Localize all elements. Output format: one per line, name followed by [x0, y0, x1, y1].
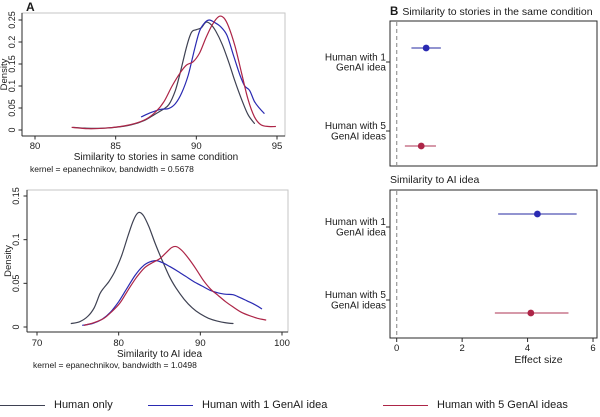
svg-text:0: 0: [7, 127, 17, 132]
svg-text:GenAI idea: GenAI idea: [336, 228, 386, 239]
svg-text:0.25: 0.25: [7, 11, 17, 29]
svg-text:70: 70: [32, 338, 43, 349]
svg-text:kernel = epanechnikov, bandwid: kernel = epanechnikov, bandwidth = 1.049…: [33, 360, 197, 370]
legend-item-one-idea: Human with 1 GenAI idea: [148, 394, 327, 416]
svg-text:Human with 1: Human with 1: [325, 53, 387, 64]
svg-text:6: 6: [590, 343, 595, 354]
legend-item-human-only: Human only: [0, 394, 113, 416]
svg-text:0.1: 0.1: [7, 80, 17, 93]
svg-text:2: 2: [459, 343, 464, 354]
svg-text:80: 80: [113, 338, 124, 349]
five-genai-ideas-line-swatch: [383, 404, 428, 406]
svg-text:90: 90: [191, 141, 202, 152]
svg-text:Density: Density: [0, 58, 10, 90]
svg-text:Effect size: Effect size: [514, 354, 562, 366]
svg-text:0: 0: [394, 343, 399, 354]
svg-text:0.05: 0.05: [7, 99, 17, 117]
svg-text:90: 90: [195, 338, 206, 349]
legend-item-five-ideas: Human with 5 GenAI ideas: [383, 394, 568, 416]
svg-text:Human with 5: Human with 5: [325, 290, 387, 301]
svg-text:GenAI ideas: GenAI ideas: [331, 301, 386, 312]
human-only-line-swatch: [0, 404, 45, 406]
svg-text:Similarity to AI idea: Similarity to AI idea: [117, 349, 202, 360]
panel-b-header: B Similarity to stories in the same condi…: [390, 6, 593, 18]
svg-text:Human with 1: Human with 1: [325, 217, 387, 228]
forest-top-title: Similarity to stories in the same condit…: [402, 6, 593, 18]
svg-text:100: 100: [274, 338, 290, 349]
svg-text:0.15: 0.15: [7, 55, 17, 73]
forest-bottom-title: Similarity to AI idea: [390, 174, 480, 186]
svg-text:0.05: 0.05: [11, 275, 21, 293]
panel-b-label: B: [390, 6, 399, 18]
svg-text:80: 80: [30, 141, 41, 152]
density-plot-same-condition: 80 85 90 95 0 0.05 0.1 0.15 0.2 0.25 Density Simila…: [0, 11, 286, 174]
svg-text:0.2: 0.2: [7, 36, 17, 49]
density-plot-ai-idea: 70 80 90 100 0 0.05 0.1 0.15 Density Similarity t…: [3, 187, 290, 370]
svg-text:Human with 5: Human with 5: [325, 121, 387, 132]
svg-text:85: 85: [110, 141, 121, 152]
svg-text:0: 0: [11, 324, 21, 329]
legend-label-five-ideas: Human with 5 GenAI ideas: [437, 399, 568, 411]
legend-label-one-idea: Human with 1 GenAI idea: [202, 399, 328, 411]
svg-text:Similarity to stories in same: Similarity to stories in same condition: [74, 152, 239, 163]
svg-text:95: 95: [272, 141, 283, 152]
svg-text:4: 4: [525, 343, 530, 354]
svg-text:Density: Density: [3, 245, 14, 277]
legend-label-human-only: Human only: [54, 399, 113, 411]
svg-text:0.15: 0.15: [11, 187, 21, 205]
legend: Human only Human with 1 GenAI idea Human…: [0, 394, 600, 416]
svg-text:GenAI ideas: GenAI ideas: [331, 132, 386, 143]
svg-text:kernel = epanechnikov, bandwid: kernel = epanechnikov, bandwidth = 0.567…: [30, 164, 194, 174]
svg-text:0.1: 0.1: [11, 233, 21, 246]
panel-a-label: A: [26, 0, 35, 14]
one-genai-idea-line-swatch: [148, 404, 193, 406]
svg-text:GenAI idea: GenAI idea: [336, 63, 386, 74]
